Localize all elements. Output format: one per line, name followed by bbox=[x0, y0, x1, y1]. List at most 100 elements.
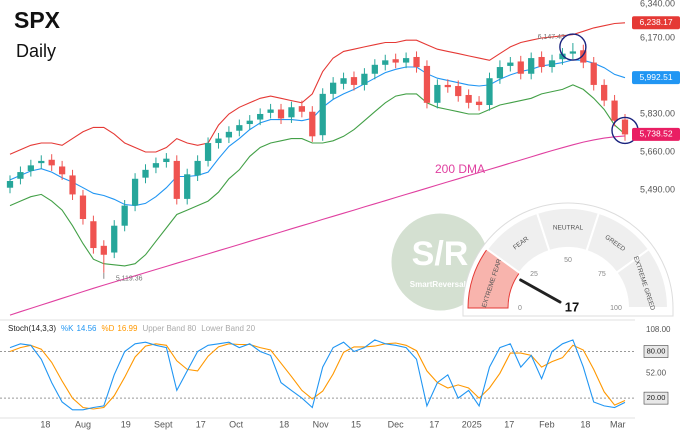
watermark-title: S/R bbox=[412, 235, 469, 273]
legend-value: 16.99 bbox=[117, 324, 138, 333]
dma200-line bbox=[9, 135, 626, 316]
candle-body bbox=[548, 60, 556, 68]
candle-body bbox=[559, 53, 566, 60]
candle-body bbox=[277, 109, 285, 119]
candle-body bbox=[163, 158, 170, 163]
price-tag bbox=[632, 127, 680, 141]
candle-body bbox=[590, 62, 597, 85]
candle-body bbox=[330, 82, 337, 94]
chart-subtitle: Daily bbox=[16, 41, 56, 61]
y-tick-label: 5,660.00 bbox=[640, 146, 675, 156]
candle-body bbox=[173, 160, 180, 199]
candle-body bbox=[309, 111, 316, 137]
x-tick-label: Feb bbox=[539, 419, 555, 429]
legend-value: 14.56 bbox=[76, 324, 97, 333]
x-tick-label: Oct bbox=[229, 419, 244, 429]
x-tick-label: 15 bbox=[351, 419, 361, 429]
candle-body bbox=[340, 78, 347, 84]
candle-body bbox=[371, 64, 378, 74]
x-tick-label: Dec bbox=[388, 419, 405, 429]
gauge-tick-label: 0 bbox=[518, 305, 522, 312]
candle-body bbox=[392, 59, 399, 63]
candle-body bbox=[580, 50, 587, 63]
y-tick-label: 108.00 bbox=[646, 325, 671, 334]
candle-body bbox=[215, 138, 222, 144]
candle-body bbox=[6, 181, 14, 188]
high-annotation: 6,147.43 bbox=[538, 34, 565, 41]
gauge-tick-label: 25 bbox=[530, 271, 538, 278]
gauge-tick-label: 50 bbox=[564, 257, 572, 264]
candle-body bbox=[382, 60, 389, 65]
candle-body bbox=[288, 107, 295, 118]
chart-title: SPX bbox=[14, 7, 61, 33]
candle-body bbox=[267, 109, 274, 113]
candle-body bbox=[538, 56, 545, 68]
candle-body bbox=[48, 159, 55, 166]
y-tick-label: 6,170.00 bbox=[640, 32, 675, 42]
x-tick-label: 2025 bbox=[462, 419, 482, 429]
candle-body bbox=[455, 86, 462, 97]
stoch-title: Stoch(14,3,3) bbox=[8, 324, 56, 333]
candle-body bbox=[38, 160, 45, 164]
candle-body bbox=[486, 78, 493, 106]
y-tick-label: 5,830.00 bbox=[640, 108, 675, 118]
low-annotation: 5,119.36 bbox=[116, 276, 143, 283]
candle-body bbox=[27, 165, 34, 171]
watermark-subtitle: SmartReversals bbox=[410, 280, 471, 289]
candle-body bbox=[475, 101, 483, 106]
candle-body bbox=[507, 62, 514, 66]
candle-body bbox=[611, 100, 618, 121]
candle-body bbox=[90, 221, 97, 249]
candle-body bbox=[496, 67, 504, 79]
candle-body bbox=[184, 174, 191, 199]
x-tick-label: 17 bbox=[504, 419, 514, 429]
candle-body bbox=[246, 120, 253, 125]
candle-body bbox=[111, 225, 118, 253]
price-tag-label: 5,738.52 bbox=[639, 129, 672, 139]
band-tag bbox=[643, 345, 669, 358]
x-tick-label: Aug bbox=[75, 419, 91, 429]
candle-body bbox=[131, 178, 139, 206]
candle-body bbox=[423, 65, 431, 103]
x-tick-label: 18 bbox=[40, 419, 50, 429]
gauge-value: 17 bbox=[565, 299, 579, 314]
y-tick-label: 5,490.00 bbox=[640, 184, 675, 194]
candle-body bbox=[236, 125, 243, 131]
gauge-zone-label: NEUTRAL bbox=[553, 225, 584, 232]
x-tick-label: 18 bbox=[279, 419, 289, 429]
candle-body bbox=[517, 61, 524, 74]
candle-body bbox=[601, 84, 608, 101]
gauge-tick-label: 75 bbox=[598, 271, 606, 278]
price-tag-label: 5,992.51 bbox=[639, 72, 672, 82]
price-tag-label: 6,238.17 bbox=[639, 17, 672, 27]
candle-body bbox=[402, 58, 410, 63]
x-tick-label: 19 bbox=[121, 419, 131, 429]
band-note: Lower Band 20 bbox=[201, 324, 255, 333]
band-tag-label: 20.00 bbox=[647, 393, 666, 402]
stoch-header: Stoch(14,3,3) %K 14.56 %D 16.99 Upper Band 80… bbox=[8, 324, 256, 333]
candle-body bbox=[569, 51, 577, 54]
gauge-needle bbox=[519, 278, 562, 304]
gauge-tick-label: 100 bbox=[610, 305, 622, 312]
candle-body bbox=[621, 119, 629, 135]
candle-body bbox=[100, 245, 107, 255]
stoch-line bbox=[9, 339, 626, 411]
x-tick-label: Sept bbox=[154, 419, 173, 429]
candle-body bbox=[361, 73, 368, 85]
candle-body bbox=[465, 94, 472, 103]
candle-body bbox=[142, 169, 149, 178]
candle-body bbox=[69, 175, 76, 195]
candle-body bbox=[444, 84, 451, 88]
x-tick-label: 17 bbox=[196, 419, 206, 429]
gauge-zone bbox=[615, 247, 670, 309]
legend-name: %K bbox=[61, 324, 74, 333]
x-tick-label: Nov bbox=[313, 419, 330, 429]
band-note: Upper Band 80 bbox=[142, 324, 196, 333]
candle-body bbox=[319, 93, 326, 136]
candle-body bbox=[434, 84, 441, 103]
candle-body bbox=[413, 56, 420, 68]
x-tick-label: 17 bbox=[429, 419, 439, 429]
candle-body bbox=[17, 172, 24, 179]
candle-body bbox=[257, 113, 264, 120]
candle-body bbox=[350, 77, 358, 85]
